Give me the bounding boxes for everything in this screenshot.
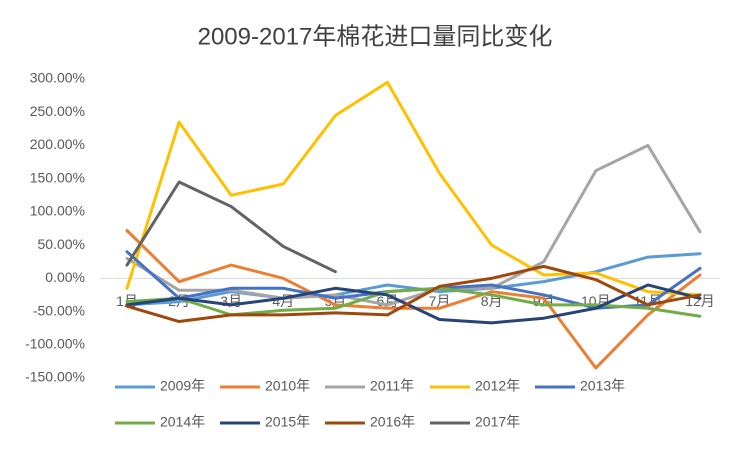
legend-label: 2015年 xyxy=(265,414,310,430)
y-tick-label: 200.00% xyxy=(30,136,85,152)
y-tick-label: -100.00% xyxy=(25,335,85,351)
series-line xyxy=(125,252,702,307)
legend-label: 2017年 xyxy=(475,414,520,430)
legend-label: 2014年 xyxy=(160,414,205,430)
legend-label: 2016年 xyxy=(370,414,415,430)
y-tick-label: 150.00% xyxy=(30,169,85,185)
x-tick-label: 3月 xyxy=(220,293,242,309)
y-tick-label: 250.00% xyxy=(30,103,85,119)
y-tick-label: -50.00% xyxy=(33,302,85,318)
legend-label: 2009年 xyxy=(160,378,205,394)
legend-label: 2010年 xyxy=(265,378,310,394)
series-line xyxy=(125,180,337,274)
legend-label: 2013年 xyxy=(580,378,625,394)
series-line xyxy=(125,80,702,297)
y-tick-label: 0.00% xyxy=(45,269,85,285)
series-line xyxy=(125,264,702,324)
y-tick-label: 100.00% xyxy=(30,203,85,219)
series-line xyxy=(125,283,702,325)
legend-label: 2012年 xyxy=(475,378,520,394)
y-tick-label: -150.00% xyxy=(25,369,85,385)
chart-title: 2009-2017年棉花进口量同比变化 xyxy=(198,23,553,50)
y-tick-label: 50.00% xyxy=(38,236,85,252)
legend-label: 2011年 xyxy=(370,378,414,394)
y-tick-label: 300.00% xyxy=(30,70,85,86)
